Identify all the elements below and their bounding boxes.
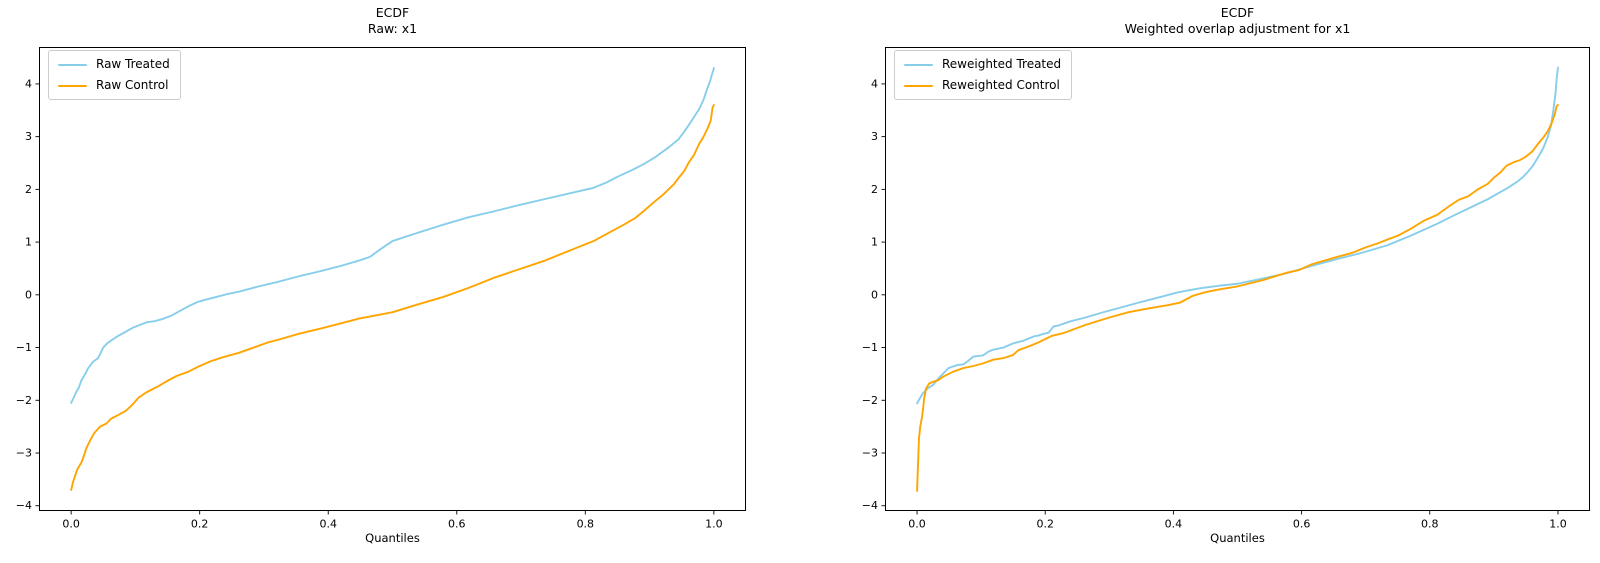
series-line-raw-control (70, 104, 715, 491)
series-line-reweighted-treated (916, 66, 1559, 405)
x-tick-label: 0.8 (577, 517, 595, 530)
y-tick-label: −1 (16, 341, 32, 354)
y-tick-label: −2 (862, 394, 878, 407)
right-plot-title: ECDF Weighted overlap adjustment for x1 (885, 5, 1590, 37)
axes-frame (39, 47, 746, 511)
right-plot-title-line1: ECDF (1220, 5, 1255, 20)
right-plot-legend: Reweighted Treated Reweighted Control (894, 50, 1073, 100)
left-plot-legend: Raw Treated Raw Control (48, 50, 181, 100)
x-tick-label: 0.0 (908, 517, 926, 530)
legend-line-icon (58, 84, 87, 87)
legend-line-icon (904, 84, 933, 87)
x-tick-label: 0.6 (1293, 517, 1311, 530)
y-tick-label: −3 (862, 447, 878, 460)
x-tick-label: 0.6 (448, 517, 466, 530)
y-tick-label: −4 (16, 499, 32, 512)
y-tick-label: 3 (871, 130, 878, 143)
left-plot-canvas: 0.0 0.2 0.4 0.6 0.8 1.0 −4 −3 −2 −1 0 1 2 3 4 (16, 47, 746, 530)
legend-label: Reweighted Treated (942, 57, 1062, 71)
y-tick-label: 1 (25, 236, 32, 249)
legend-item-raw-treated: Raw Treated (58, 57, 170, 72)
axes-frame (885, 47, 1590, 511)
x-tick-label: 0.4 (1165, 517, 1183, 530)
right-plot-xlabel: Quantiles (1210, 531, 1265, 545)
series-line-raw-treated (70, 67, 715, 404)
left-plot-title-line1: ECDF (375, 5, 410, 20)
x-tick-label: 0.2 (191, 517, 209, 530)
y-tick-label: 4 (25, 77, 32, 90)
x-tick-label: 1.0 (1549, 517, 1567, 530)
x-tick-label: 0.2 (1036, 517, 1054, 530)
y-tick-label: 3 (25, 130, 32, 143)
x-tick-label: 0.0 (62, 517, 80, 530)
legend-label: Raw Treated (96, 57, 170, 71)
y-tick-label: −4 (862, 499, 878, 512)
x-tick-label: 1.0 (705, 517, 723, 530)
legend-item-raw-control: Raw Control (58, 78, 170, 93)
y-tick-label: 2 (25, 183, 32, 196)
right-plot-canvas: 0.0 0.2 0.4 0.6 0.8 1.0 −4 −3 −2 −1 0 1 2 3 4 (862, 47, 1590, 530)
series-line-reweighted-control (916, 104, 1559, 492)
right-plot-axes: Reweighted Treated Reweighted Control 0.0… (862, 47, 1590, 530)
x-tick-label: 0.4 (319, 517, 337, 530)
legend-label: Raw Control (96, 78, 169, 92)
y-tick-label: −2 (16, 394, 32, 407)
y-tick-label: 1 (871, 236, 878, 249)
legend-line-icon (58, 63, 87, 66)
y-tick-label: 0 (871, 288, 878, 301)
y-tick-label: 4 (871, 77, 878, 90)
x-tick-label: 0.8 (1421, 517, 1439, 530)
legend-line-icon (904, 63, 933, 66)
y-tick-label: 0 (25, 288, 32, 301)
left-plot-title-line2: Raw: x1 (367, 21, 418, 36)
left-plot-xlabel: Quantiles (365, 531, 420, 545)
y-tick-label: 2 (871, 183, 878, 196)
right-plot-title-line2: Weighted overlap adjustment for x1 (1124, 21, 1351, 36)
legend-label: Reweighted Control (942, 78, 1060, 92)
y-tick-label: −1 (862, 341, 878, 354)
left-plot-axes: Raw Treated Raw Control 0.0 0.2 0.4 0.6 0.8 1.… (16, 47, 746, 530)
legend-item-reweighted-control: Reweighted Control (904, 78, 1061, 93)
y-tick-label: −3 (16, 447, 32, 460)
legend-item-reweighted-treated: Reweighted Treated (904, 57, 1061, 72)
left-plot-title: ECDF Raw: x1 (39, 5, 746, 37)
